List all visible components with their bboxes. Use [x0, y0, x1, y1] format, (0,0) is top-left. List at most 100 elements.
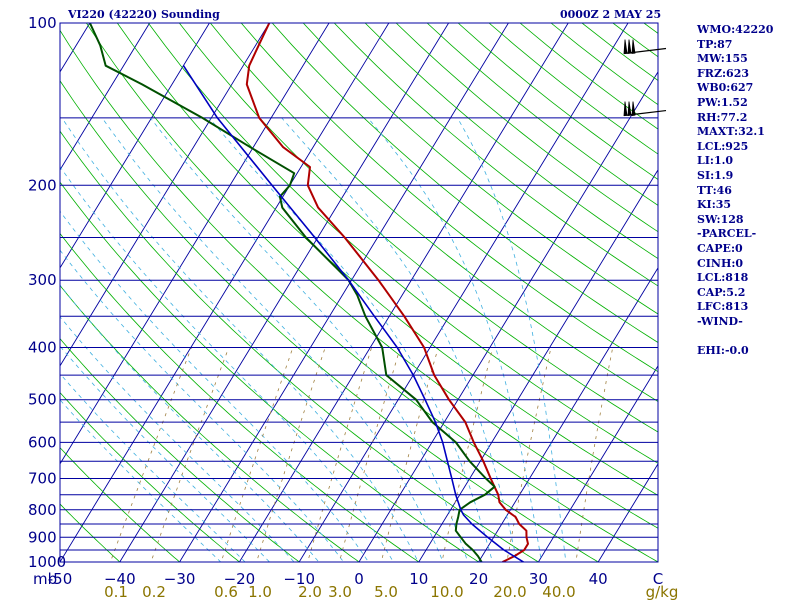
chart-grid: [60, 23, 658, 562]
dry-adiabat-line: [60, 391, 241, 562]
temperature-trace: [245, 23, 529, 562]
mixing-ratio-line: [506, 347, 552, 562]
index-line: WB0:627: [697, 81, 754, 95]
mixing-ratio-unit-label: g/kg: [646, 583, 679, 600]
dry-adiabat-line: [60, 130, 540, 562]
mixing-ratio-tick-label: 1.0: [248, 583, 272, 600]
wind-barb: [623, 39, 667, 55]
index-line: PW:1.52: [697, 95, 748, 109]
plot-frame: [59, 22, 659, 563]
mixing-ratio-line: [575, 347, 614, 562]
isotherm-line: [537, 365, 658, 562]
pressure-tick-label: 300: [28, 271, 57, 289]
temperature-tick-label: −30: [164, 570, 196, 588]
isotherm-line: [60, 23, 210, 269]
wind-barb: [623, 101, 667, 117]
dry-adiabat-line: [60, 338, 300, 562]
wind-barbs: [623, 39, 667, 117]
isotherm-line: [358, 71, 658, 562]
stability-indices-panel: WMO:42220 TP:87 MW:155 FRZ:623 WB0:627 PW:1.5…: [697, 23, 773, 359]
index-line: LCL:818: [697, 271, 749, 285]
temperature-tick-label: 20: [469, 570, 488, 588]
index-line: MAXT:32.1: [697, 125, 765, 139]
mixing-ratio-tick-label: 40.0: [542, 583, 575, 600]
temperature-tick-label: 10: [409, 570, 428, 588]
pressure-tick-label: 100: [28, 14, 57, 32]
chart-series: [88, 23, 529, 562]
index-line: FRZ:623: [697, 66, 750, 80]
pressure-tick-label: 700: [28, 470, 57, 488]
isotherm-line: [60, 23, 151, 171]
index-line: LCL:925: [697, 139, 749, 153]
mixing-ratio-tick-label: 2.0: [298, 583, 322, 600]
index-line: -WIND-: [697, 314, 743, 328]
index-line: [697, 329, 773, 344]
isotherm-line: [60, 23, 330, 465]
index-line: RH:77.2: [697, 110, 748, 124]
wind-barb-flag: [623, 101, 628, 117]
dry-adiabat-line: [60, 503, 121, 562]
isotherm-line: [597, 463, 658, 562]
wind-barb-flag: [631, 101, 636, 117]
moist-adiabat-line: [61, 117, 419, 562]
index-line: CINH:0: [697, 256, 744, 270]
dry-adiabat-line: [60, 232, 420, 562]
index-line: LFC:813: [697, 300, 749, 314]
isotherm-line: [119, 23, 450, 562]
temperature-unit-label: C: [653, 570, 663, 588]
temperature-tick-label: 40: [589, 570, 608, 588]
index-line: SI:1.9: [697, 168, 734, 182]
pressure-tick-label: 800: [28, 501, 57, 519]
mixing-ratio-tick-label: 0.2: [142, 583, 166, 600]
pressure-tick-label: 1000: [28, 553, 66, 571]
index-line: EHI:-0.0: [697, 344, 749, 358]
mixing-ratio-tick-label: 0.1: [104, 583, 128, 600]
dewpoint-trace: [88, 23, 496, 562]
sounding-time: 0000Z 2 MAY 25: [560, 8, 662, 21]
wind-barb-flag: [631, 39, 636, 54]
temperature-tick-label: −20: [224, 570, 256, 588]
index-line: CAP:5.2: [697, 285, 746, 299]
isotherm-line: [478, 267, 658, 562]
temperature-tick-label: −40: [104, 570, 136, 588]
mixing-ratio-line: [220, 347, 294, 562]
dry-adiabat-line: [60, 447, 181, 562]
temperature-tick-label: 0: [354, 570, 364, 588]
index-line: SW:128: [697, 212, 744, 226]
mixing-ratio-line: [380, 347, 439, 562]
wind-barb-flag: [627, 101, 632, 117]
index-line: MW:155: [697, 52, 748, 66]
isotherm-line: [238, 23, 569, 562]
pressure-tick-label: 400: [28, 339, 57, 357]
isotherm-line: [60, 23, 390, 562]
index-line: TT:46: [697, 183, 732, 197]
mixing-ratio-tick-label: 3.0: [328, 583, 352, 600]
index-line: CAPE:0: [697, 241, 743, 255]
wind-barb-flag: [627, 39, 632, 54]
mixing-ratio-line: [307, 347, 372, 562]
pressure-tick-label: 600: [28, 433, 57, 451]
isotherm-line: [298, 23, 629, 562]
mixing-ratio-line: [441, 347, 494, 562]
isotherm-line: [60, 23, 270, 367]
station-title: VI220 (42220) Sounding: [68, 8, 220, 21]
temperature-tick-label: -50: [48, 570, 73, 588]
moist-adiabat-line: [281, 117, 518, 562]
isotherm-line: [418, 169, 658, 562]
temperature-tick-label: −10: [283, 570, 315, 588]
pressure-tick-label: 500: [28, 391, 57, 409]
index-line: -PARCEL-: [697, 227, 757, 241]
mixing-ratio-line: [150, 347, 230, 562]
mixing-ratio-line: [109, 347, 192, 562]
mixing-ratio-line: [256, 347, 326, 562]
index-line: LI:1.0: [697, 154, 734, 168]
pressure-tick-label: 200: [28, 176, 57, 194]
index-line: KI:35: [697, 198, 732, 212]
isotherm-line: [179, 23, 509, 562]
mixing-ratio-line: [338, 347, 401, 562]
pressure-unit-label: mb: [33, 570, 57, 588]
index-line: TP:87: [697, 37, 733, 51]
mixing-ratio-tick-label: 5.0: [374, 583, 398, 600]
